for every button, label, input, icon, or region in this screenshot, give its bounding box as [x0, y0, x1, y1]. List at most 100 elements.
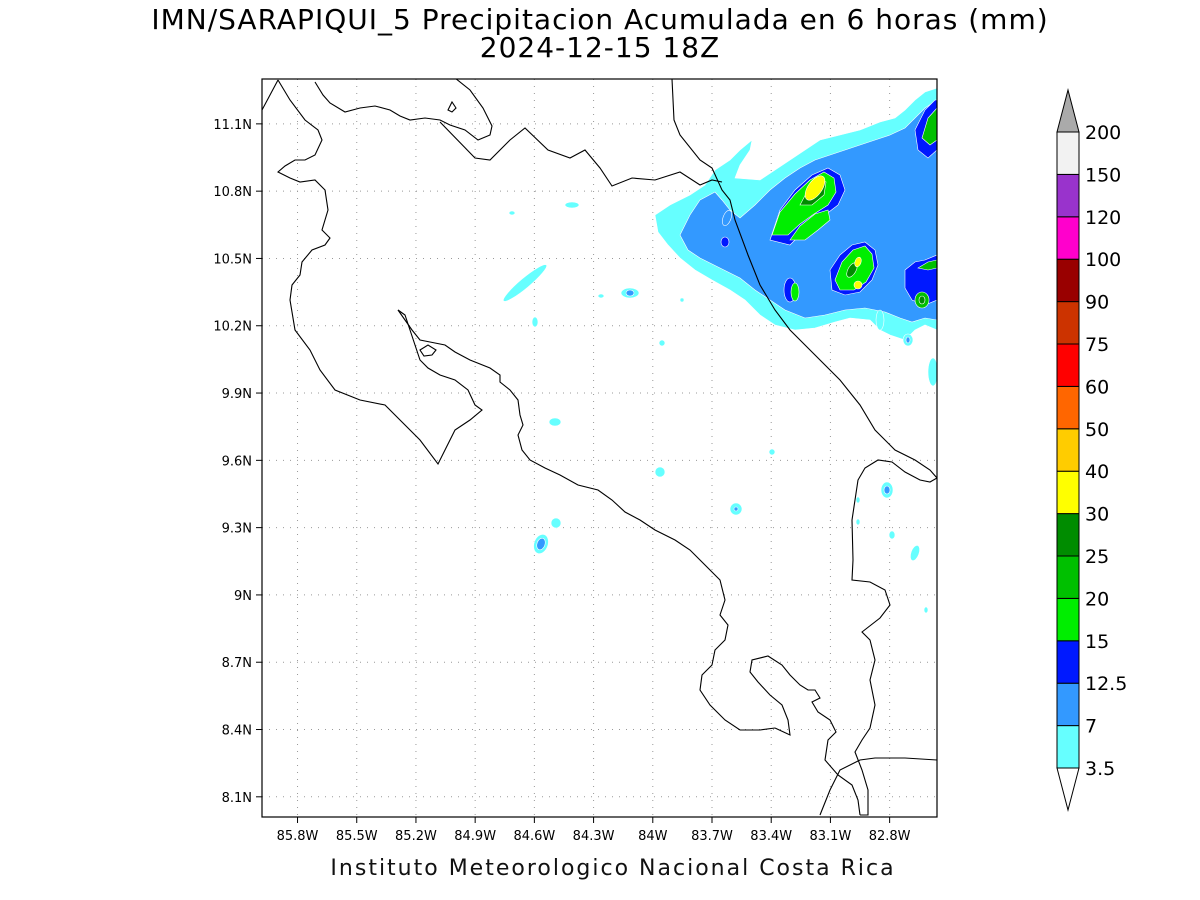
grid	[262, 79, 937, 817]
colorbar-swatch	[1056, 597, 1080, 642]
colorbar-label: 15	[1085, 631, 1109, 653]
precip-20-b	[917, 259, 937, 271]
precip-12_5-scatter	[720, 236, 730, 248]
colorbar-label: 12.5	[1085, 673, 1127, 695]
small-island-north	[447, 100, 457, 113]
lat-tick-label: 9.6N	[222, 454, 252, 469]
colorbar-label: 3.5	[1085, 758, 1115, 780]
colorbar-swatch	[1056, 131, 1080, 175]
lon-tick-label: 83.4W	[750, 829, 792, 844]
lon-tick-label: 83.7W	[691, 829, 733, 844]
precip-3_5-scatter	[855, 518, 861, 526]
colorbar-label: 25	[1085, 546, 1109, 568]
precip-30-b	[853, 280, 863, 290]
nicaragua-costa-rica-border	[439, 121, 723, 187]
precip-3_5-scatter	[597, 293, 605, 299]
lat-tick-label: 9.9N	[222, 387, 252, 402]
colorbar-label: 150	[1085, 164, 1121, 186]
colorbar-swatch	[1056, 725, 1080, 769]
colorbar-swatch	[1056, 301, 1080, 345]
precip-15-d	[790, 282, 800, 302]
footer-credit: Instituto Meteorologico Nacional Costa R…	[330, 856, 896, 881]
lat-tick-label: 8.4N	[222, 724, 252, 739]
gulf-of-nicoya	[397, 309, 776, 731]
colorbar-label: 200	[1085, 122, 1121, 144]
precip-3_5-scatter	[875, 309, 885, 331]
map-datetime: 2024-12-15 18Z	[479, 31, 721, 64]
precip-3_5-scatter	[548, 417, 562, 427]
precip-3_5-scatter	[654, 466, 666, 478]
osa-peninsula	[749, 655, 861, 816]
longitude-axis: 85.8W 85.5W 85.2W 84.9W 84.6W 84.3W 84W 83.7W 83…	[277, 817, 911, 844]
lon-tick-label: 85.8W	[277, 829, 319, 844]
lat-tick-label: 10.8N	[213, 185, 252, 200]
lat-tick-label: 8.1N	[222, 791, 252, 806]
latitude-axis: 11.1N 10.8N 10.5N 10.2N 9.9N 9.6N 9.3N 9N 8.7N 8.…	[213, 118, 262, 806]
colorbar-label: 90	[1085, 292, 1109, 314]
precip-3_5-scatter	[564, 201, 580, 209]
colorbar-swatch	[1056, 385, 1080, 430]
precip-3_5-scatter	[658, 339, 666, 347]
colorbar: 3.5 7 12.5 15 20 25 30 40 50 60 75 90 100 120 150 200	[1056, 88, 1127, 812]
precip-15-c	[789, 209, 831, 241]
pacific-coast-guanacaste	[262, 79, 483, 466]
map-title: IMN/SARAPIQUI_5 Precipitacion Acumulada …	[151, 3, 1049, 36]
precipitation-field	[503, 87, 937, 614]
colorbar-label: 60	[1085, 376, 1109, 398]
colorbar-swatch	[1056, 513, 1080, 557]
precip-25-c	[918, 295, 926, 305]
lat-tick-label: 10.5N	[213, 252, 252, 267]
precip-7-scatter	[722, 210, 732, 226]
caribbean-coast-north	[671, 79, 937, 479]
precip-3_5-scatter	[531, 316, 539, 328]
lon-tick-label: 82.8W	[869, 829, 911, 844]
precip-3_5-scatter	[888, 530, 896, 540]
nicaragua-border	[314, 79, 493, 141]
precip-30-a	[804, 175, 826, 201]
colorbar-swatch	[1056, 428, 1080, 472]
colorbar-swatch	[1056, 682, 1080, 727]
precip-7-scatter	[883, 485, 891, 495]
precip-7-scatter	[625, 289, 635, 297]
precip-30-c	[854, 256, 862, 268]
colorbar-label: 7	[1085, 716, 1097, 738]
colorbar-label: 50	[1085, 419, 1109, 441]
precip-7-scatter	[733, 506, 739, 512]
lat-tick-label: 9.3N	[222, 522, 252, 537]
precip-3_5-scatter	[923, 606, 929, 614]
lon-tick-label: 84.3W	[573, 829, 615, 844]
precip-3_5-scatter	[927, 357, 937, 387]
lon-tick-label: 83.1W	[810, 829, 852, 844]
lon-tick-label: 85.2W	[395, 829, 437, 844]
colorbar-label: 20	[1085, 588, 1109, 610]
colorbar-swatch	[1056, 470, 1080, 515]
colorbar-high-extension	[1056, 88, 1080, 133]
precip-3_5-scatter	[503, 264, 547, 302]
lat-tick-label: 10.2N	[213, 320, 252, 335]
colorbar-swatch	[1056, 640, 1080, 684]
colorbar-label: 75	[1085, 334, 1109, 356]
precip-7-scatter	[905, 336, 911, 344]
colorbar-swatch	[1056, 555, 1080, 599]
colorbar-label: 40	[1085, 461, 1109, 483]
precip-3_5-scatter	[855, 496, 861, 504]
colorbar-low-extension	[1056, 767, 1080, 812]
precip-3_5-scatter	[550, 517, 562, 529]
precip-7-scatter	[536, 537, 546, 551]
nicoya-island	[419, 344, 437, 357]
precip-20-a	[921, 107, 937, 146]
lat-tick-label: 11.1N	[213, 118, 252, 133]
colorbar-swatch	[1056, 216, 1080, 260]
lon-tick-label: 84.6W	[513, 829, 555, 844]
precip-3_5-scatter	[768, 448, 776, 456]
coastlines	[262, 79, 937, 816]
lon-tick-label: 84W	[638, 829, 668, 844]
precip-3_5-scatter	[910, 545, 920, 561]
colorbar-swatch	[1056, 258, 1080, 303]
precip-3_5-scatter	[679, 297, 685, 303]
colorbar-label: 100	[1085, 249, 1121, 271]
panama-border	[851, 459, 937, 816]
lat-tick-label: 9N	[234, 589, 252, 604]
colorbar-label: 120	[1085, 207, 1121, 229]
